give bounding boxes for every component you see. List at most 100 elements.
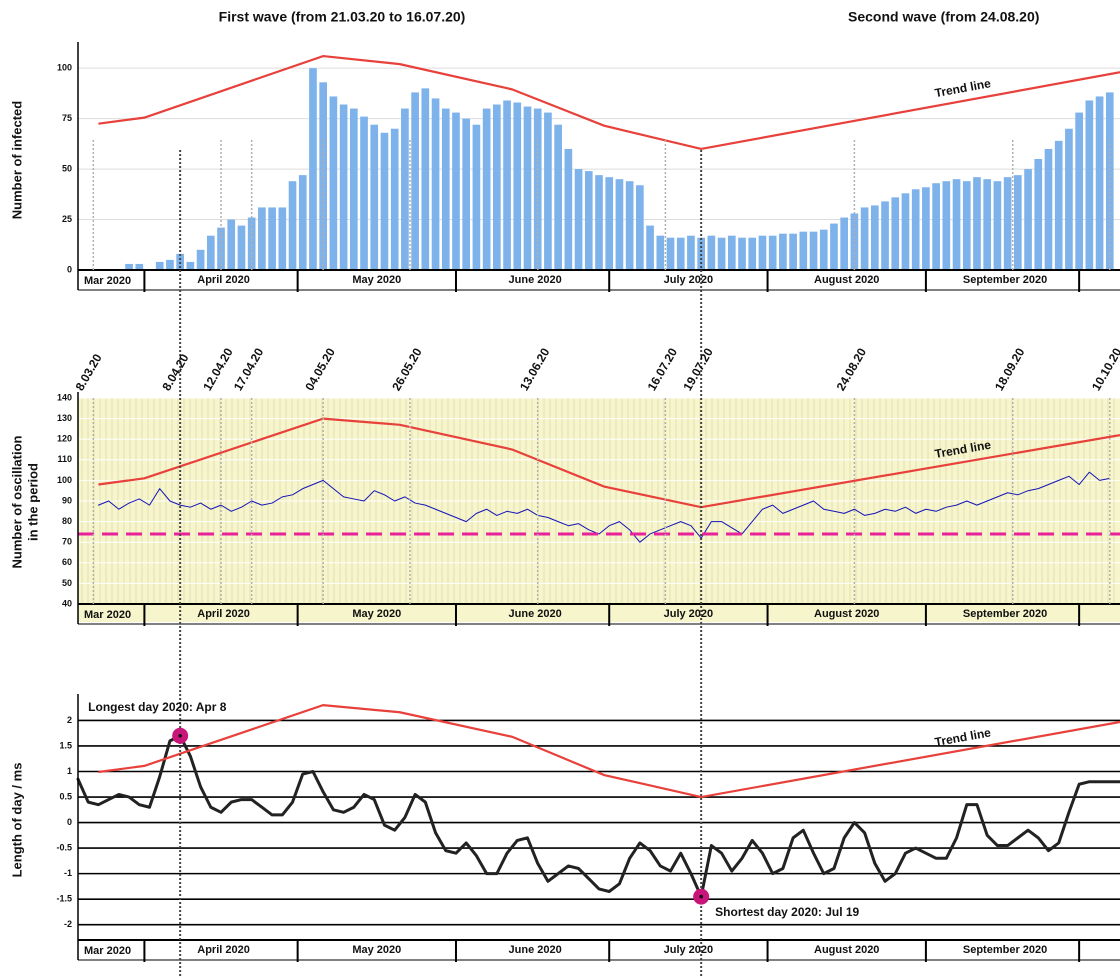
- bar: [329, 96, 338, 270]
- bar: [625, 181, 634, 270]
- date-label: 04.05.20: [302, 345, 338, 393]
- bar: [646, 225, 654, 270]
- bar: [1034, 159, 1043, 270]
- date-label: 19.07.20: [680, 345, 716, 393]
- bar: [911, 189, 920, 270]
- bar: [656, 235, 665, 270]
- bar: [166, 259, 174, 270]
- y-tick-label: 80: [62, 516, 72, 526]
- trend-line: [98, 417, 1120, 509]
- bar: [819, 229, 828, 270]
- bar: [441, 108, 450, 270]
- bar: [932, 183, 940, 270]
- bar: [564, 148, 573, 270]
- bar: [1014, 175, 1022, 270]
- bar: [922, 187, 930, 270]
- y-tick-label: 110: [57, 454, 72, 464]
- y-tick-label: -1.5: [56, 894, 72, 904]
- bar: [196, 249, 205, 270]
- bar: [615, 179, 624, 270]
- month-label: September 2020: [963, 608, 1047, 620]
- bar: [738, 237, 746, 270]
- bar: [748, 237, 757, 270]
- bar: [390, 128, 399, 270]
- y-tick-label: -1: [64, 868, 72, 878]
- bar: [605, 177, 614, 270]
- y-axis-label: Number of oscillation: [9, 435, 24, 568]
- date-label: 13.06.20: [517, 345, 553, 393]
- y-tick-label: 90: [62, 495, 72, 505]
- bar: [1024, 169, 1032, 270]
- y-tick-label: 100: [57, 475, 72, 485]
- y-tick-label: 0: [67, 817, 72, 827]
- y-tick-label: 60: [62, 557, 72, 567]
- first-wave-title: First wave (from 21.03.20 to 16.07.20): [219, 9, 466, 25]
- bar: [125, 263, 133, 270]
- bar: [962, 181, 971, 270]
- bar: [789, 233, 797, 270]
- bar: [901, 193, 910, 270]
- bar: [687, 235, 695, 270]
- bar: [809, 231, 818, 270]
- bar: [431, 98, 440, 270]
- bar: [206, 235, 215, 270]
- bar: [1095, 96, 1104, 270]
- date-label: 26.05.20: [389, 345, 425, 393]
- y-tick-label: 140: [57, 392, 72, 402]
- y-tick-label: -0.5: [56, 842, 72, 852]
- bar: [840, 217, 849, 270]
- y-tick-label: 0: [67, 264, 72, 274]
- y-tick-label: 2: [67, 715, 72, 725]
- bar: [186, 261, 195, 270]
- y-tick-label: 70: [62, 537, 72, 547]
- month-label: July 2020: [664, 608, 714, 620]
- bar: [155, 261, 164, 270]
- highlight-label: Longest day 2020: Apr 8: [88, 700, 227, 714]
- bar: [554, 124, 562, 270]
- month-label: July 2020: [664, 274, 714, 286]
- bar: [952, 179, 961, 270]
- date-label: 16.07.20: [645, 345, 681, 393]
- bar: [339, 104, 348, 270]
- month-label: April 2020: [197, 608, 250, 620]
- bar: [349, 108, 358, 270]
- month-label: April 2020: [197, 944, 250, 956]
- bar: [360, 116, 368, 270]
- bar: [1044, 148, 1053, 270]
- bar: [482, 108, 491, 270]
- bar: [860, 207, 869, 270]
- month-label: Mar 2020: [84, 609, 131, 621]
- date-label: 24.08.20: [834, 345, 870, 393]
- date-label: 18.09.20: [992, 345, 1028, 393]
- bar: [779, 233, 787, 270]
- bar: [227, 219, 236, 270]
- y-tick-label: 130: [57, 413, 72, 423]
- date-label: 17.04.20: [231, 345, 267, 393]
- bar: [237, 225, 246, 270]
- bar: [370, 124, 379, 270]
- month-label: May 2020: [352, 274, 401, 286]
- month-label: August 2020: [814, 608, 879, 620]
- month-label: May 2020: [352, 608, 401, 620]
- bar: [1054, 140, 1063, 270]
- bar: [993, 181, 1002, 270]
- month-label: June 2020: [509, 274, 562, 286]
- month-label: June 2020: [509, 944, 562, 956]
- bar: [278, 207, 287, 270]
- date-label: 8.03.20: [73, 351, 105, 393]
- y-tick-label: 50: [62, 578, 72, 588]
- month-label: September 2020: [963, 944, 1047, 956]
- date-label: 10.10.20: [1089, 345, 1120, 393]
- bar: [288, 181, 297, 270]
- y-tick-label: 120: [57, 434, 72, 444]
- bar: [472, 124, 481, 270]
- bar: [380, 132, 389, 270]
- y-tick-label: -2: [64, 919, 72, 929]
- bar: [768, 235, 777, 270]
- bar: [973, 177, 981, 270]
- bar: [462, 118, 471, 271]
- bar: [676, 237, 685, 270]
- bar: [584, 171, 593, 270]
- bar: [1003, 177, 1012, 270]
- trend-line: [98, 54, 1120, 151]
